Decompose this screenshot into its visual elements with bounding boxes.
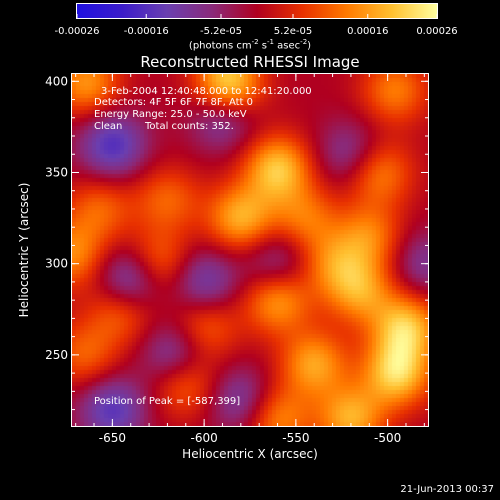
y-tick-label: 250 bbox=[45, 348, 68, 362]
colorbar-tick-label: 5.2e-05 bbox=[274, 26, 312, 37]
heatmap-canvas bbox=[72, 74, 428, 426]
colorbar-unit-label: (photons cm-2 s-1 asec-2) bbox=[188, 38, 312, 52]
x-tick-label: -650 bbox=[99, 431, 126, 445]
colorbar-gradient bbox=[77, 4, 437, 18]
y-tick-label: 400 bbox=[45, 74, 68, 88]
y-tick-label: 350 bbox=[45, 165, 68, 179]
annotation-peak-position: Position of Peak = [-587,399] bbox=[94, 396, 241, 407]
colorbar-tick-label: -0.00026 bbox=[55, 26, 100, 37]
colorbar-tick-label: -5.2e-05 bbox=[200, 26, 242, 37]
colorbar-tick-label: -0.00016 bbox=[124, 26, 169, 37]
x-tick-label: -500 bbox=[374, 431, 401, 445]
chart-title: Reconstructed RHESSI Image bbox=[140, 53, 360, 71]
colorbar-tick-label: 0.00026 bbox=[416, 26, 457, 37]
rhessi-image bbox=[72, 74, 428, 426]
x-tick-label: -550 bbox=[282, 431, 309, 445]
y-tick-label: 300 bbox=[45, 257, 68, 271]
annotation-energy-range: Energy Range: 25.0 - 50.0 keV bbox=[94, 109, 247, 120]
x-tick-label: -600 bbox=[191, 431, 218, 445]
y-axis-label: Heliocentric Y (arcsec) bbox=[17, 182, 31, 318]
annotation-total-counts: Total counts: 352. bbox=[145, 121, 234, 132]
annotation-detectors: Detectors: 4F 5F 6F 7F 8F, Att 0 bbox=[94, 97, 254, 108]
annotation-time-range: 3-Feb-2004 12:40:48.000 to 12:41:20.000 bbox=[101, 86, 312, 97]
annotation-clean: Clean bbox=[94, 121, 123, 132]
colorbar bbox=[76, 3, 438, 19]
x-axis-label: Heliocentric X (arcsec) bbox=[182, 447, 318, 461]
colorbar-tick-label: 0.00016 bbox=[347, 26, 388, 37]
footer-timestamp: 21-Jun-2013 00:37 bbox=[400, 484, 494, 495]
colorbar-axis: -0.00026 -0.00016 -5.2e-05 5.2e-05 0.00016 0.… bbox=[55, 14, 458, 37]
